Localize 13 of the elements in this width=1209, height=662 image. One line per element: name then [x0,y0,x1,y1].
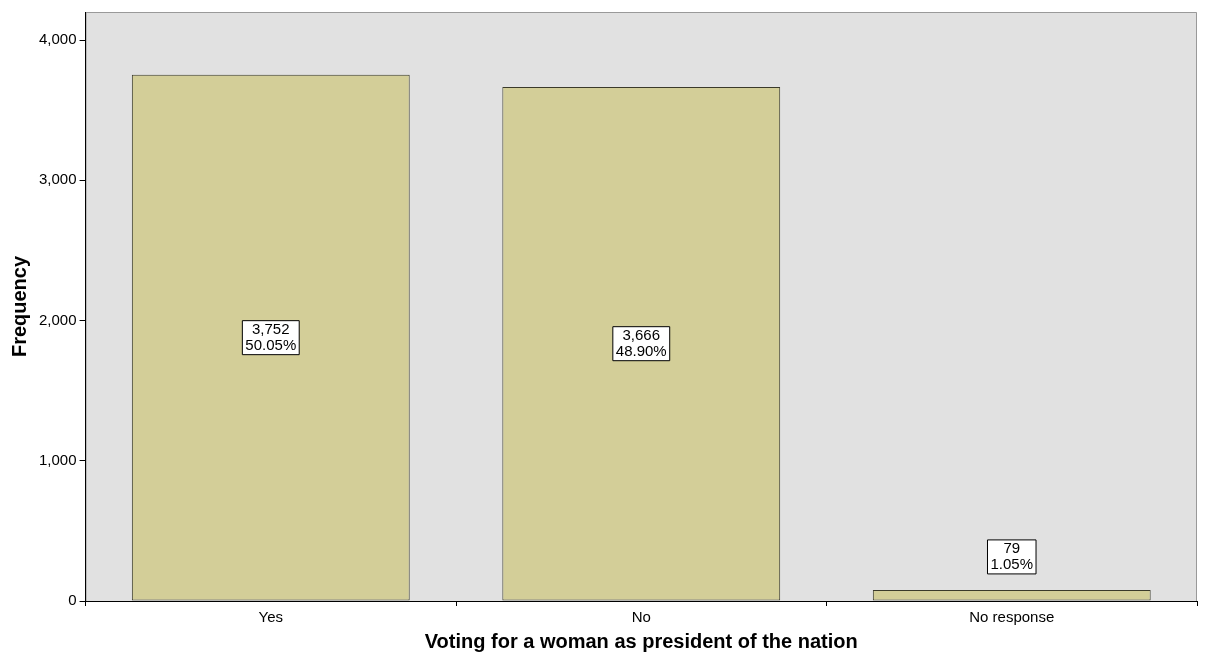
data-label: 3,752 50.05% [245,319,297,353]
y-tick-label: 1,000 [38,450,77,468]
data-label: 79 1.05% [990,539,1034,573]
x-tick-label: No response [969,608,1055,626]
y-tick-label: 2,000 [38,310,77,328]
y-axis-title: Frequency [7,255,30,358]
x-axis-title: Voting for a woman as president of the nation [424,629,858,652]
data-label: 3,666 48.90% [615,325,667,359]
x-tick-label: Yes [258,608,284,626]
y-tick-label: 0 [68,591,77,609]
y-tick-label: 3,000 [38,170,77,188]
y-tick-label: 4,000 [38,30,77,48]
x-tick-label: No [631,608,651,626]
